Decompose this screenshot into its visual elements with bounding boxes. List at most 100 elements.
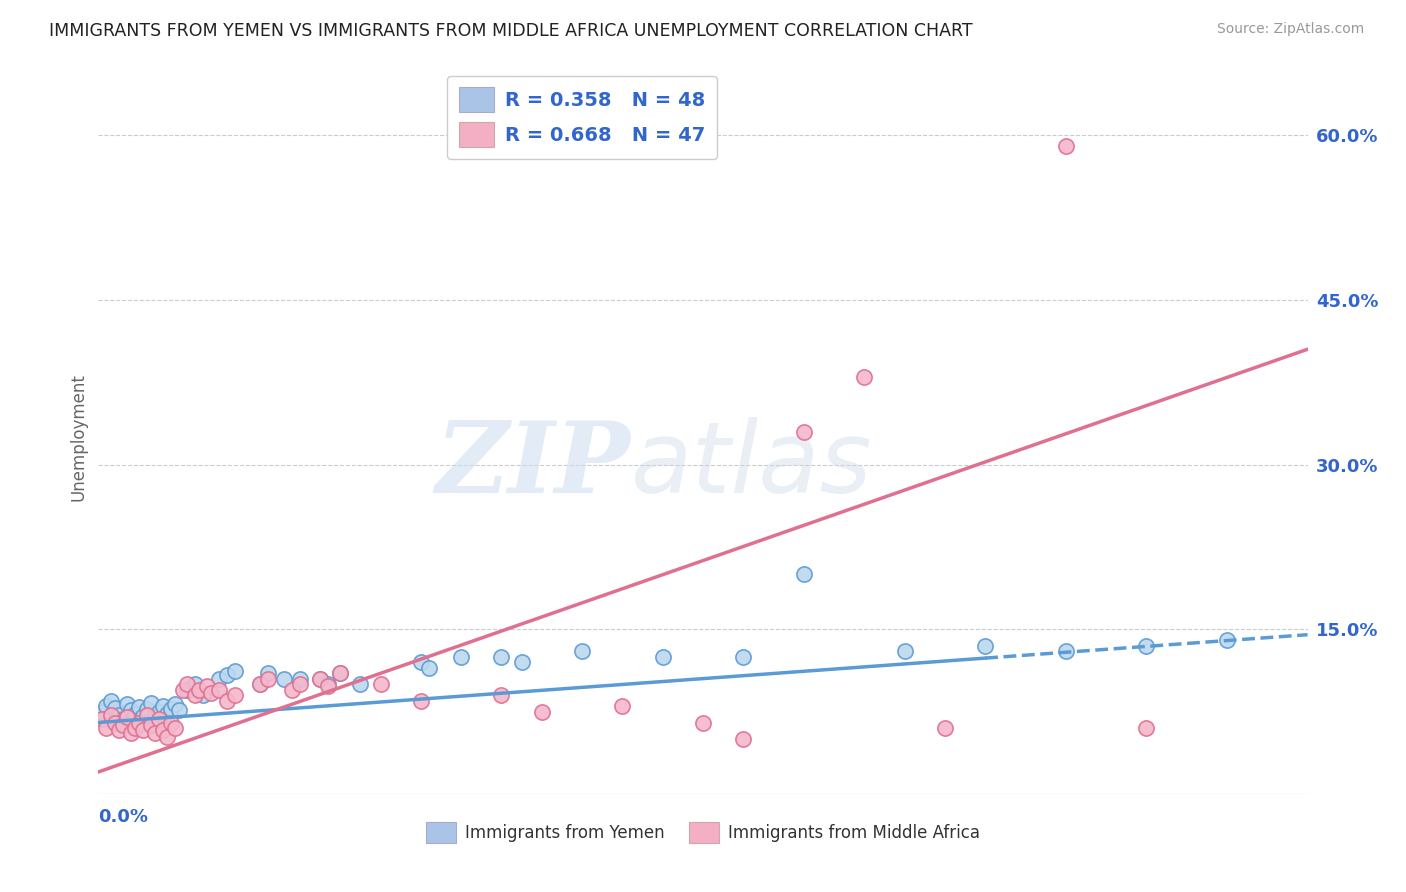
Point xyxy=(135,702,157,716)
Text: Source: ZipAtlas.com: Source: ZipAtlas.com xyxy=(1216,22,1364,37)
Point xyxy=(733,649,755,664)
Point xyxy=(491,649,513,664)
Point xyxy=(224,688,246,702)
Point xyxy=(733,731,755,746)
Point xyxy=(530,705,553,719)
Point xyxy=(139,696,162,710)
Point xyxy=(184,677,207,691)
Point xyxy=(1216,633,1239,648)
Point xyxy=(111,712,134,726)
Point xyxy=(115,697,138,711)
Point xyxy=(195,679,218,693)
Point xyxy=(793,567,815,582)
Point xyxy=(571,644,593,658)
Point xyxy=(135,707,157,722)
Point xyxy=(893,644,915,658)
Point xyxy=(309,672,332,686)
Text: atlas: atlas xyxy=(630,417,872,514)
Point xyxy=(111,717,134,731)
Point xyxy=(193,688,215,702)
Point xyxy=(107,723,129,738)
Point xyxy=(349,677,371,691)
Point xyxy=(1054,139,1077,153)
Point xyxy=(188,682,211,697)
Point xyxy=(273,672,295,686)
Point xyxy=(256,672,278,686)
Point xyxy=(115,710,138,724)
Point xyxy=(281,682,304,697)
Point xyxy=(208,682,231,697)
Point xyxy=(329,666,352,681)
Point xyxy=(418,660,440,674)
Point xyxy=(156,730,179,744)
Point xyxy=(160,715,183,730)
Point xyxy=(370,677,392,691)
Point xyxy=(148,705,170,719)
Point xyxy=(612,699,634,714)
Point xyxy=(692,715,714,730)
Point xyxy=(450,649,472,664)
Point xyxy=(316,677,339,691)
Point xyxy=(288,672,311,686)
Point xyxy=(217,693,239,707)
Point xyxy=(200,686,222,700)
Point xyxy=(316,679,339,693)
Point xyxy=(143,726,166,740)
Text: ZIP: ZIP xyxy=(436,417,630,514)
Point xyxy=(132,723,155,738)
Point xyxy=(103,715,125,730)
Point xyxy=(651,649,673,664)
Point xyxy=(124,721,146,735)
Point xyxy=(103,701,125,715)
Point xyxy=(128,700,150,714)
Point xyxy=(184,688,207,702)
Point xyxy=(124,706,146,721)
Point xyxy=(409,655,432,669)
Point xyxy=(176,682,198,697)
Point xyxy=(974,639,997,653)
Point xyxy=(163,721,186,735)
Point xyxy=(100,693,122,707)
Point xyxy=(139,717,162,731)
Point xyxy=(120,726,142,740)
Point xyxy=(167,703,190,717)
Point xyxy=(510,655,533,669)
Point xyxy=(256,666,278,681)
Point xyxy=(309,672,332,686)
Point xyxy=(148,712,170,726)
Legend: Immigrants from Yemen, Immigrants from Middle Africa: Immigrants from Yemen, Immigrants from M… xyxy=(419,815,987,850)
Point xyxy=(128,715,150,730)
Y-axis label: Unemployment: Unemployment xyxy=(69,373,87,501)
Point xyxy=(934,721,956,735)
Point xyxy=(1135,721,1157,735)
Point xyxy=(176,677,198,691)
Point xyxy=(156,706,179,721)
Point xyxy=(152,723,174,738)
Point xyxy=(96,699,118,714)
Point xyxy=(160,702,183,716)
Point xyxy=(100,707,122,722)
Point xyxy=(107,707,129,722)
Point xyxy=(208,672,231,686)
Point xyxy=(152,699,174,714)
Point xyxy=(491,688,513,702)
Point xyxy=(96,721,118,735)
Point xyxy=(1054,644,1077,658)
Point xyxy=(329,666,352,681)
Point xyxy=(249,677,271,691)
Point xyxy=(172,682,194,697)
Point xyxy=(793,425,815,439)
Point xyxy=(132,709,155,723)
Text: 0.0%: 0.0% xyxy=(98,808,149,826)
Point xyxy=(224,664,246,678)
Point xyxy=(143,710,166,724)
Point xyxy=(217,668,239,682)
Point xyxy=(853,369,876,384)
Point xyxy=(1135,639,1157,653)
Point xyxy=(409,693,432,707)
Point xyxy=(249,677,271,691)
Point xyxy=(288,677,311,691)
Point xyxy=(163,697,186,711)
Point xyxy=(91,712,114,726)
Text: IMMIGRANTS FROM YEMEN VS IMMIGRANTS FROM MIDDLE AFRICA UNEMPLOYMENT CORRELATION : IMMIGRANTS FROM YEMEN VS IMMIGRANTS FROM… xyxy=(49,22,973,40)
